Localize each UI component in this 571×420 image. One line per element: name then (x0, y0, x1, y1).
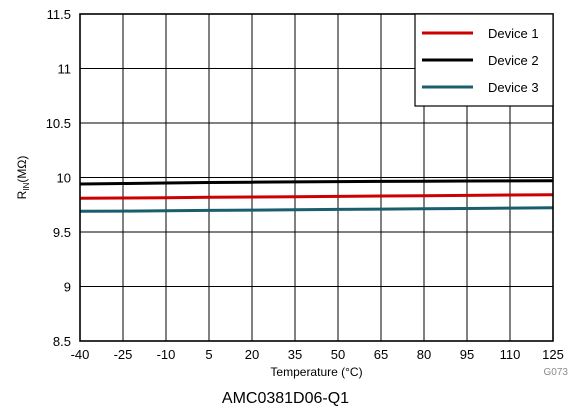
x-tick-label: 50 (331, 347, 345, 362)
x-tick-label: 80 (417, 347, 431, 362)
x-axis-title: Temperature (°C) (270, 365, 362, 379)
y-tick-label: 8.5 (53, 334, 71, 349)
series-layer (79, 179, 554, 213)
legend-label-3: Device 3 (488, 80, 539, 95)
y-tick-label: 9 (64, 280, 71, 295)
legend-label-2: Device 2 (488, 53, 539, 68)
y-axis-title: RIN(MΩ) (15, 156, 31, 200)
x-tick-label: 20 (245, 347, 259, 362)
x-tick-labels: -40 -25 -10 5 20 35 50 65 80 95 110 125 (71, 347, 564, 362)
y-tick-label: 9.5 (53, 225, 71, 240)
x-tick-label: 110 (500, 347, 521, 362)
x-tick-label: 35 (288, 347, 302, 362)
x-tick-label: 65 (374, 347, 388, 362)
y-tick-labels: 8.5 9 9.5 10 10.5 11 11.5 (46, 7, 71, 349)
plot-frame (79, 13, 554, 342)
y-axis-title-unit: (MΩ) (15, 156, 29, 183)
y-tick-label: 10.5 (46, 116, 71, 131)
y-axis-title-subscript: IN (22, 182, 31, 190)
legend: Device 1 Device 2 Device 3 (414, 13, 554, 107)
legend-label-1: Device 1 (488, 26, 539, 41)
x-tick-label: -40 (71, 347, 90, 362)
y-tick-label: 11 (58, 62, 72, 77)
series-line-2 (79, 179, 554, 186)
series-line-3 (79, 206, 554, 213)
y-axis-title-main: R (15, 190, 29, 199)
y-tick-label: 10 (57, 171, 71, 186)
series-line-1 (79, 193, 554, 200)
x-tick-label: -10 (157, 347, 176, 362)
figure-caption: AMC0381D06-Q1 (221, 390, 350, 407)
x-tick-label: 125 (542, 347, 564, 362)
x-tick-label: 95 (460, 347, 474, 362)
figure-id: G073 (544, 367, 569, 378)
x-tick-label: 5 (205, 347, 212, 362)
y-tick-label: 11.5 (47, 7, 71, 22)
line-chart: -40 -25 -10 5 20 35 50 65 80 95 110 125 8.5 9 9.5 10 10… (15, 7, 569, 379)
x-tick-label: -25 (114, 347, 133, 362)
